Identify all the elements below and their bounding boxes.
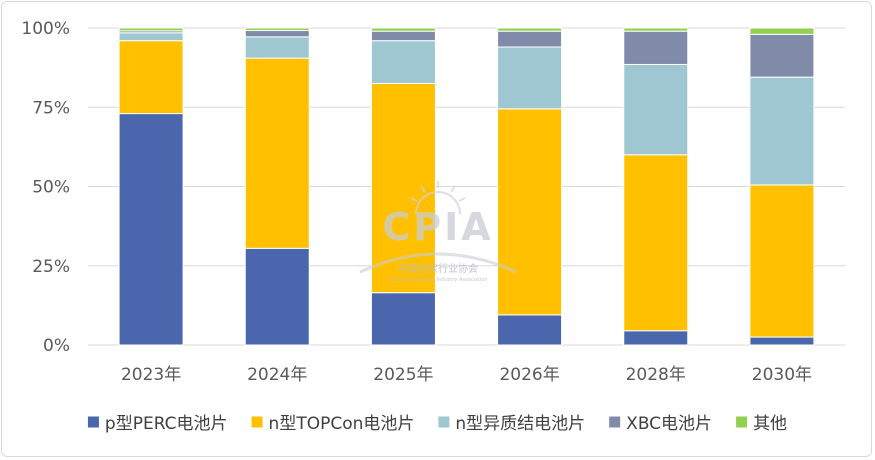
- bar-segment: [370, 27, 436, 32]
- bar-segment: [244, 30, 310, 38]
- bar-segment: [749, 76, 815, 186]
- y-tick-label: 25%: [32, 257, 70, 277]
- legend-label: p型PERC电池片: [105, 414, 228, 434]
- legend-item: 其他: [736, 414, 787, 434]
- bar-segment: [623, 154, 689, 332]
- bar-segment: [244, 36, 310, 59]
- bar-segment: [118, 27, 184, 32]
- legend-label: 其他: [753, 414, 787, 434]
- bar-segment: [244, 247, 310, 346]
- legend-swatch: [87, 416, 99, 428]
- x-tick-label: 2026年: [499, 365, 559, 385]
- y-axis-ticks: 0% 25% 50% 75% 100%: [21, 19, 70, 356]
- x-axis-ticks: 2023年 2024年 2025年 2026年 2028年 2030年: [121, 365, 812, 385]
- x-tick-label: 2023年: [121, 365, 181, 385]
- legend-swatch: [251, 416, 263, 428]
- bar-segment: [623, 30, 689, 65]
- legend-item: n型异质结电池片: [438, 414, 585, 434]
- bar-segment: [497, 30, 563, 48]
- watermark-logo: CPIA: [382, 205, 493, 249]
- legend-item: n型TOPCon电池片: [251, 414, 415, 434]
- bar-segment: [749, 184, 815, 338]
- bar-segment: [497, 27, 563, 32]
- watermark-name-en: China Photovoltaic Industry Association: [389, 277, 488, 283]
- x-tick-label: 2030年: [752, 365, 812, 385]
- bar-segment: [370, 292, 436, 346]
- x-tick-label: 2028年: [626, 365, 686, 385]
- legend: p型PERC电池片 n型TOPCon电池片 n型异质结电池片 XBC电池片 其他: [87, 414, 787, 434]
- legend-item: XBC电池片: [609, 414, 712, 434]
- legend-item: p型PERC电池片: [87, 414, 228, 434]
- bar-segment: [370, 40, 436, 84]
- bar-segment: [244, 27, 310, 32]
- legend-label: n型异质结电池片: [455, 414, 585, 434]
- bar-segment: [118, 32, 184, 42]
- bar-segment: [118, 113, 184, 346]
- bar-segment: [749, 33, 815, 78]
- sun-rays-icon: [410, 181, 466, 215]
- bar-segment: [244, 57, 310, 249]
- y-tick-label: 100%: [21, 19, 70, 39]
- watermark-name-cn: 中国光伏行业协会: [398, 262, 478, 275]
- bar-segment: [497, 46, 563, 110]
- legend-swatch: [736, 416, 748, 428]
- bar-segment: [118, 40, 184, 115]
- y-tick-label: 75%: [32, 98, 70, 118]
- bar-segment: [749, 27, 815, 35]
- bar-segment: [497, 314, 563, 346]
- bar-segment: [370, 82, 436, 294]
- legend-label: n型TOPCon电池片: [269, 414, 415, 434]
- bar-segment: [749, 336, 815, 346]
- bar-segment: [623, 63, 689, 156]
- bar-segment: [623, 330, 689, 346]
- bar-segment: [497, 108, 563, 316]
- x-tick-label: 2025年: [373, 365, 433, 385]
- legend-label: XBC电池片: [626, 414, 712, 434]
- bars: [118, 27, 815, 346]
- y-tick-label: 0%: [43, 336, 70, 356]
- legend-swatch: [609, 416, 621, 428]
- bar-segment: [370, 30, 436, 42]
- watermark-swoosh: [359, 252, 517, 274]
- legend-swatch: [438, 416, 450, 428]
- gridlines: [88, 27, 845, 346]
- x-tick-label: 2024年: [247, 365, 307, 385]
- y-tick-label: 50%: [32, 178, 70, 198]
- cpia-watermark: CPIA 中国光伏行业协会 China Photovoltaic Industr…: [359, 181, 517, 283]
- bar-segment: [623, 27, 689, 32]
